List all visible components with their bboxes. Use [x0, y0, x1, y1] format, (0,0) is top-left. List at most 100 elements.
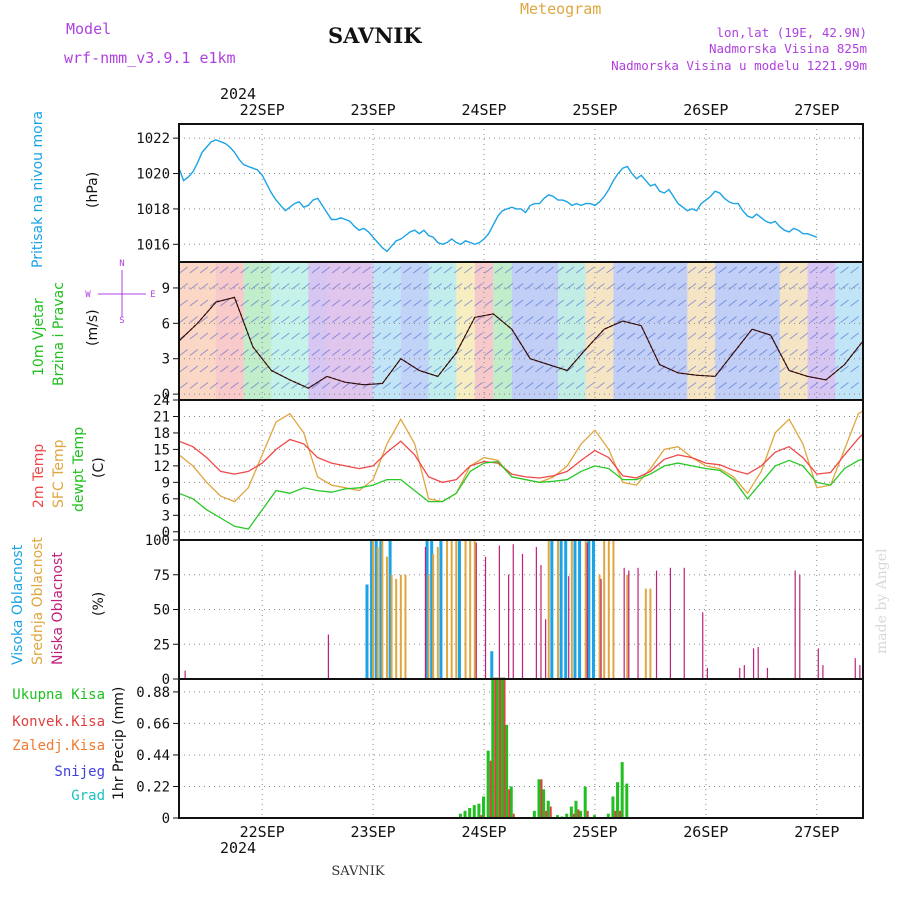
wind-arrow [565, 266, 575, 274]
wind-arrow [535, 332, 544, 340]
wind-arrow [413, 349, 422, 356]
wind-arrow [413, 299, 422, 307]
wind-arrow [586, 316, 595, 323]
wind-arrow [748, 365, 758, 373]
wind-arrow [301, 365, 310, 373]
wind-arrow [474, 266, 483, 274]
wind-arrow [850, 316, 859, 323]
wind-arrow [575, 332, 585, 340]
wind-arrow [799, 299, 809, 307]
wind-arrow [219, 382, 229, 389]
wind-direction-band [511, 262, 558, 400]
wind-arrow [616, 266, 626, 274]
precip-total-bar [579, 810, 583, 818]
wind-arrow [687, 316, 697, 323]
wind-arrow [769, 283, 778, 290]
wind-compass: N W E S [85, 259, 155, 326]
legend-convective: Konvek.Kisa [12, 714, 105, 730]
wind-arrow [311, 299, 321, 307]
wind-arrow [240, 283, 249, 290]
wind-arrow [250, 316, 260, 323]
pressure-line [178, 139, 818, 253]
wind-arrow [179, 349, 188, 356]
wind-arrow [250, 332, 260, 340]
precip-total-bar [505, 724, 509, 818]
wind-arrow [403, 299, 412, 307]
wind-arrow [474, 283, 483, 290]
wind-arrow [758, 382, 768, 389]
wind-arrow [626, 266, 636, 274]
wind-arrow [392, 382, 402, 389]
wind-arrow [413, 316, 422, 323]
wind-arrow [219, 299, 229, 307]
wind-arrow [280, 266, 290, 274]
wind-arrow [769, 349, 778, 356]
wind-arrow [199, 316, 209, 323]
wind-arrow [311, 365, 321, 373]
wind-direction-band [585, 262, 614, 400]
wind-arrow [758, 365, 768, 373]
wind-arrow [504, 283, 514, 290]
wind-arrow [748, 316, 758, 323]
wind-arrow [697, 283, 707, 290]
y-tick-label: 75 [153, 568, 170, 584]
precip-convective-bar [619, 810, 622, 818]
wind-arrow [667, 332, 676, 340]
precip-total-bar [546, 800, 550, 818]
wind-arrow [321, 316, 331, 323]
wind-direction-band [243, 262, 272, 400]
wind-arrow [677, 283, 687, 290]
wind-arrow [575, 299, 585, 307]
wind-arrow [748, 299, 758, 307]
wind-arrow [392, 266, 402, 274]
wind-arrow [738, 349, 748, 356]
wind-arrow [382, 365, 392, 373]
wind-arrow [443, 382, 453, 389]
wind-direction-band [493, 262, 512, 400]
cloud-mid-bar [404, 574, 407, 679]
wind-arrow [575, 382, 585, 389]
wind-arrow [799, 332, 809, 340]
wind-arrow [748, 382, 758, 389]
wind-arrow [250, 266, 260, 274]
wind-arrow [199, 349, 209, 356]
wind-arrow [372, 365, 382, 373]
y-tick-label: 21 [153, 409, 170, 425]
wind-arrow [636, 349, 646, 356]
wind-arrow [830, 382, 839, 389]
wind-arrow [413, 332, 422, 340]
wind-arrow [738, 283, 748, 290]
cloud-low-bar [766, 667, 769, 679]
wind-arrow [606, 283, 615, 290]
wind-arrow [758, 349, 768, 356]
wind-arrow [840, 283, 849, 290]
wind-arrow [504, 299, 514, 307]
y-tick-label: 1020 [136, 167, 170, 183]
wind-arrow [647, 299, 656, 307]
wind-arrow [179, 283, 188, 290]
wind-arrow [830, 266, 839, 274]
wind-arrow [708, 349, 717, 356]
wind-direction-band [715, 262, 743, 400]
wind-arrow [209, 266, 219, 274]
wind-arrow [453, 332, 463, 340]
precip-total-bar [625, 783, 629, 818]
wind-arrow [484, 283, 493, 290]
precip-total-bar [569, 806, 573, 818]
wind-arrow [514, 365, 524, 373]
lonlat-text: lon,lat (19E, 42.9N) [716, 25, 867, 40]
wind-arrow [423, 332, 432, 340]
wind-arrow [504, 266, 514, 274]
bottom-day-label: 26SEP [683, 823, 728, 841]
top-date-axis: 22SEP 23SEP 24SEP 25SEP 26SEP 27SEP [240, 101, 840, 119]
wind-arrow [616, 365, 626, 373]
wind-direction-band [613, 262, 651, 400]
wind-arrow [799, 349, 809, 356]
precip-convective-bar [549, 806, 552, 818]
compass-s: S [119, 316, 124, 326]
cloud-mid-bar [436, 546, 439, 679]
sfc-title: SFC Temp [51, 439, 67, 508]
wind-arrow [830, 299, 839, 307]
cloud-mid-bar [607, 540, 610, 679]
